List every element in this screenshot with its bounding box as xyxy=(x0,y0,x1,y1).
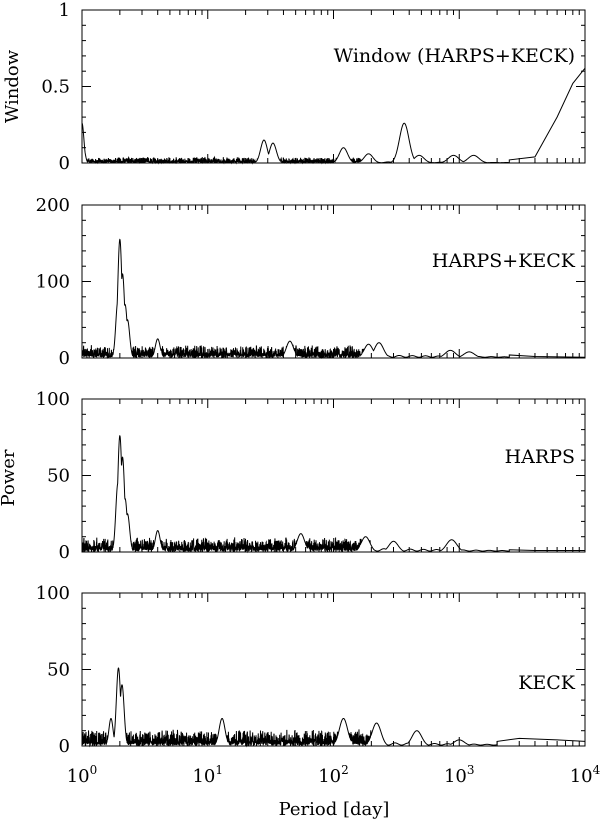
y-tick-label: 50 xyxy=(47,660,70,681)
x-tick-label: 104 xyxy=(570,763,600,787)
x-tick-exponent: 1 xyxy=(215,763,223,777)
panel-frame xyxy=(81,204,586,359)
panel-label: HARPS xyxy=(505,446,575,468)
y-tick-label: 100 xyxy=(36,583,70,604)
x-tick-label: 101 xyxy=(192,763,223,787)
x-tick-exponent: 0 xyxy=(90,763,98,777)
y-tick-label: 100 xyxy=(36,272,70,293)
y-tick-label: 0 xyxy=(59,736,70,757)
series-line xyxy=(81,238,586,360)
y-tick-label: 1 xyxy=(59,0,70,21)
y-tick-label: 100 xyxy=(36,389,70,410)
series-line xyxy=(81,667,586,748)
x-tick-exponent: 2 xyxy=(341,763,349,777)
panels: 0 0.5 1 Window Window (HARPS+KECK) 0 100 200 HAR… xyxy=(2,0,586,757)
x-tick-label: 100 xyxy=(67,763,98,787)
panel-frame xyxy=(81,9,586,164)
y-tick-label: 0 xyxy=(59,348,70,369)
series-line xyxy=(81,434,585,554)
y-tick-label: 0.5 xyxy=(41,77,70,98)
x-tick-label: 103 xyxy=(444,763,475,787)
panel-label: Window (HARPS+KECK) xyxy=(334,45,575,67)
panel-label: KECK xyxy=(518,672,576,694)
panel-ylabel: Window xyxy=(2,49,23,123)
series-line xyxy=(81,67,586,165)
shared-ylabel: Power xyxy=(0,449,19,506)
panel-frame xyxy=(81,592,586,747)
x-tick-exponent: 4 xyxy=(593,763,600,777)
y-tick-label: 50 xyxy=(47,466,70,487)
panel-label: HARPS+KECK xyxy=(432,250,576,272)
y-tick-label: 0 xyxy=(59,542,70,563)
y-tick-label: 200 xyxy=(36,195,70,216)
panel-4: 0 50 100 KECK xyxy=(36,583,586,757)
panel-2: 0 100 200 HARPS+KECK xyxy=(36,195,586,369)
panel-1: 0 0.5 1 Window Window (HARPS+KECK) xyxy=(2,0,586,174)
x-axis-label: Period [day] xyxy=(279,799,390,820)
y-tick-label: 0 xyxy=(59,153,70,174)
panel-frame xyxy=(81,398,586,553)
x-tick-labels: 100 101 102 103 104 xyxy=(67,763,600,787)
x-tick-label: 102 xyxy=(318,763,349,787)
panel-3: 0 50 100 HARPS xyxy=(36,389,586,563)
x-tick-exponent: 3 xyxy=(467,763,475,777)
